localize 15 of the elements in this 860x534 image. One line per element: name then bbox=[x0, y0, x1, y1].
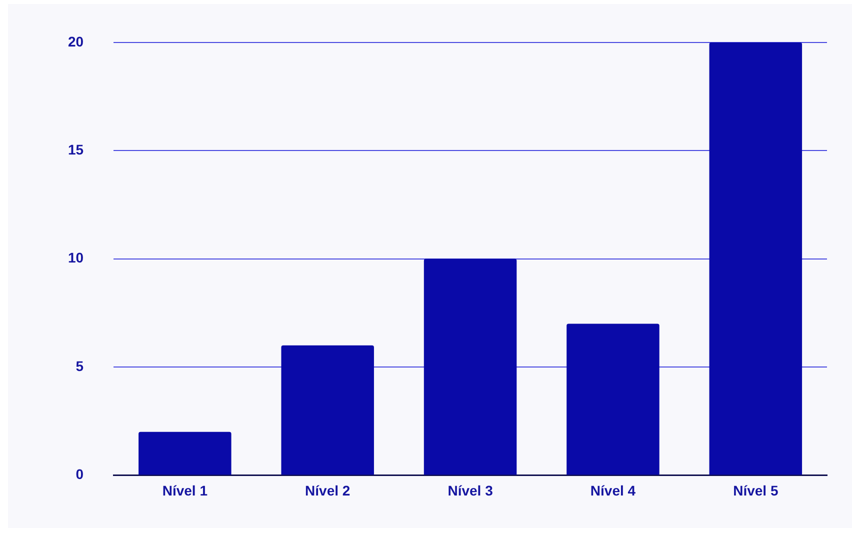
y-tick-label: 0 bbox=[76, 466, 84, 482]
x-tick-label: Nível 2 bbox=[305, 482, 350, 498]
bar bbox=[424, 258, 517, 475]
x-tick-label: Nível 3 bbox=[448, 482, 494, 498]
y-tick-label: 5 bbox=[76, 358, 84, 374]
x-tick-label: Nível 1 bbox=[162, 482, 208, 498]
bar bbox=[281, 345, 374, 475]
x-tick-label: Nível 5 bbox=[733, 482, 778, 498]
bar bbox=[566, 324, 660, 475]
bar bbox=[138, 432, 232, 475]
bar bbox=[709, 42, 802, 475]
y-tick-label: 15 bbox=[68, 141, 84, 158]
x-tick-label: Nível 4 bbox=[590, 482, 636, 498]
y-tick-label: 20 bbox=[68, 33, 84, 50]
y-tick-label: 10 bbox=[68, 250, 84, 266]
